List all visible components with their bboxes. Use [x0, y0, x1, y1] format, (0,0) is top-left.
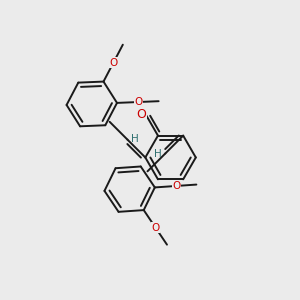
Text: O: O: [109, 58, 118, 68]
Text: O: O: [172, 181, 180, 191]
Text: O: O: [152, 223, 160, 233]
Text: H: H: [154, 149, 162, 159]
Text: H: H: [131, 134, 139, 144]
Text: O: O: [136, 107, 146, 121]
Text: O: O: [134, 97, 142, 107]
